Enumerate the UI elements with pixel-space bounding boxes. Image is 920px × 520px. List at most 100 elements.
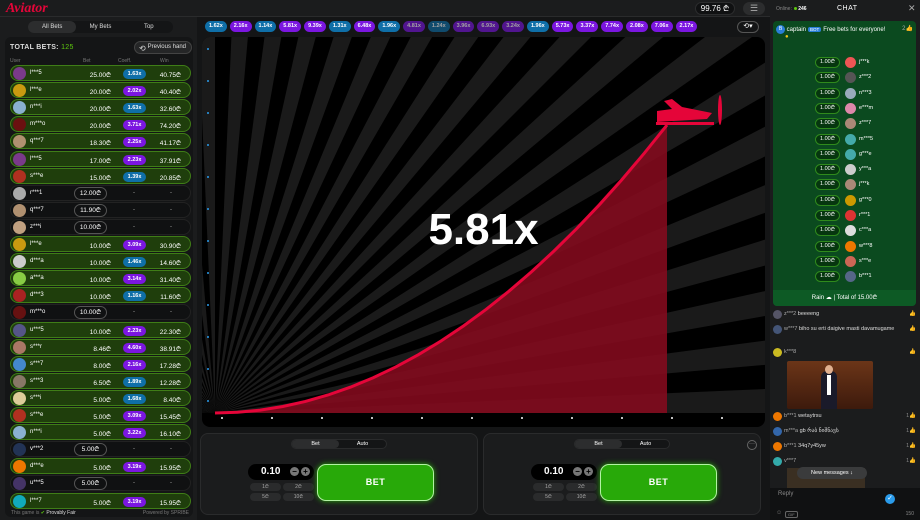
- win-amount: 12.28₾: [159, 379, 181, 387]
- close-icon[interactable]: ✕: [908, 3, 916, 13]
- bet-amount: 5.00₾: [93, 431, 111, 439]
- tab-top[interactable]: Top: [143, 24, 154, 30]
- history-multiplier[interactable]: 5.81x: [279, 21, 302, 32]
- tab-auto[interactable]: Auto: [356, 441, 369, 447]
- minus-icon[interactable]: −: [290, 467, 299, 476]
- bet-user: q***7: [30, 138, 44, 145]
- history-multiplier[interactable]: 5.73x: [551, 21, 574, 32]
- minus-icon[interactable]: −: [573, 467, 582, 476]
- quick-amount-button[interactable]: 1₾: [533, 483, 564, 491]
- quick-amount-button[interactable]: 2₾: [566, 483, 597, 491]
- emoji-icon[interactable]: ☺: [776, 510, 783, 516]
- balance: 99.76 ₾: [695, 2, 735, 15]
- history-multiplier[interactable]: 1.96x: [378, 21, 401, 32]
- quick-amount-button[interactable]: 5₾: [533, 493, 564, 501]
- history-multiplier[interactable]: 7.06x: [650, 21, 673, 32]
- send-icon[interactable]: ✓: [885, 494, 895, 504]
- thumbs-up-icon: 👍: [909, 311, 916, 317]
- bet-row: q***7 18.30₾ 2.25x 41.17₾: [10, 133, 191, 150]
- avatar: [13, 409, 26, 422]
- history-multiplier[interactable]: 6.48x: [353, 21, 376, 32]
- new-messages-button[interactable]: New messages ↓: [797, 467, 867, 479]
- bet-amount-input[interactable]: 0.10− +: [248, 464, 314, 480]
- thumbs-up-icon: 👍: [909, 326, 916, 332]
- history-multiplier[interactable]: 7.74x: [601, 21, 624, 32]
- bet-user: d***3: [30, 292, 44, 299]
- like-button[interactable]: 👍: [909, 326, 916, 333]
- bet-amount: 5.00₾: [74, 477, 107, 491]
- rain-amount: 1.00₾: [815, 240, 840, 252]
- plus-icon[interactable]: +: [301, 467, 310, 476]
- provably-fair-link[interactable]: Provably Fair: [46, 510, 76, 516]
- win-empty: -: [170, 480, 172, 487]
- coeff-badge: 4.60x: [123, 342, 146, 353]
- bet-row: v***2 5.00₾ - -: [10, 441, 191, 458]
- bet-row: d***3 10.00₾ 1.16x 11.60₾: [10, 287, 191, 304]
- win-amount: 15.95₾: [159, 465, 181, 473]
- history-multiplier[interactable]: 3.96x: [452, 21, 475, 32]
- quick-amount-button[interactable]: 2₾: [283, 483, 314, 491]
- avatar: [845, 87, 856, 99]
- like-button[interactable]: 👍: [909, 311, 916, 318]
- plus-icon[interactable]: +: [584, 467, 593, 476]
- bet-button[interactable]: BET: [600, 464, 717, 501]
- history-multiplier[interactable]: 4.81x: [403, 21, 425, 32]
- rain-recipient: 1.00₾ r***1: [815, 210, 895, 222]
- tab-bet[interactable]: Bet: [575, 440, 622, 448]
- like-button[interactable]: 1👍: [906, 443, 916, 449]
- like-button[interactable]: 1👍: [906, 413, 916, 419]
- avatar: [13, 426, 26, 440]
- tab-bet[interactable]: Bet: [292, 440, 339, 448]
- previous-hand-button[interactable]: ⟲ Previous hand: [134, 41, 192, 54]
- bet-user: v***2: [30, 446, 44, 453]
- avatar: [845, 255, 856, 267]
- avatar: [845, 164, 856, 176]
- quick-amount-button[interactable]: 5₾: [250, 493, 281, 501]
- history-multiplier[interactable]: 1.31x: [328, 21, 351, 32]
- coeff-badge: 1.63x: [123, 69, 146, 79]
- menu-icon[interactable]: ☰: [743, 2, 765, 15]
- rain-amount: 1.00₾: [815, 210, 840, 221]
- history-multiplier[interactable]: 1.96x: [526, 21, 549, 32]
- captain-avatar: B: [776, 25, 785, 34]
- bet-mode-tabs: Bet Auto: [574, 439, 670, 449]
- quick-amount-button[interactable]: 10₾: [283, 493, 314, 501]
- tab-all-bets[interactable]: All Bets: [28, 21, 77, 33]
- history-dropdown-icon[interactable]: ⟲▾: [737, 21, 759, 33]
- like-button[interactable]: 1👍: [906, 458, 916, 464]
- bet-row: u***5 10.00₾ 2.23x 22.30₾: [10, 321, 191, 338]
- tab-my-bets[interactable]: My Bets: [89, 24, 112, 30]
- bet-amount: 10.00₾: [89, 243, 111, 250]
- history-multiplier[interactable]: 1.62x: [205, 21, 227, 32]
- thumbs-up-icon: 👍: [909, 349, 916, 355]
- history-multiplier[interactable]: 9.39x: [304, 21, 326, 32]
- rain-likes[interactable]: 2👍: [902, 26, 913, 32]
- like-button[interactable]: 1👍: [906, 428, 916, 434]
- history-multiplier[interactable]: 2.16x: [229, 21, 252, 32]
- history-multiplier[interactable]: 3.37x: [576, 21, 599, 32]
- bet-button[interactable]: BET: [317, 464, 434, 501]
- bet-amount-input[interactable]: 0.10− +: [531, 464, 597, 480]
- history-multiplier[interactable]: 2.08x: [626, 21, 648, 32]
- rain-amount: 1.00₾: [815, 133, 840, 145]
- history-multiplier[interactable]: 1.14x: [254, 21, 277, 32]
- avatar: [13, 152, 26, 166]
- aviator-logo: Aviator: [6, 1, 48, 16]
- bet-amount: 5.00₾: [93, 499, 111, 507]
- reply-input[interactable]: Reply ✓ ☺ GIF 150: [770, 488, 920, 520]
- tab-auto[interactable]: Auto: [639, 441, 652, 447]
- quick-amount-button[interactable]: 1₾: [250, 483, 281, 491]
- history-multiplier[interactable]: 3.24x: [502, 21, 524, 32]
- history-multiplier[interactable]: 1.24x: [427, 21, 450, 32]
- history-multiplier[interactable]: 6.93x: [477, 21, 500, 32]
- bet-row: l***e 20.00₾ 2.02x 40.40₾: [10, 82, 191, 99]
- coeff-badge: 2.25x: [123, 137, 146, 148]
- like-button[interactable]: 👍: [909, 349, 916, 356]
- history-multiplier[interactable]: 2.17x: [675, 21, 698, 32]
- footer: This game is ✔ Provably Fair Powered by S…: [5, 507, 193, 520]
- gif-button[interactable]: GIF: [785, 511, 798, 518]
- coeff-badge: 1.68x: [123, 393, 146, 404]
- win-amount: 17.28₾: [159, 362, 181, 370]
- quick-amount-button[interactable]: 10₾: [566, 493, 597, 501]
- more-options-icon[interactable]: ···: [747, 440, 757, 450]
